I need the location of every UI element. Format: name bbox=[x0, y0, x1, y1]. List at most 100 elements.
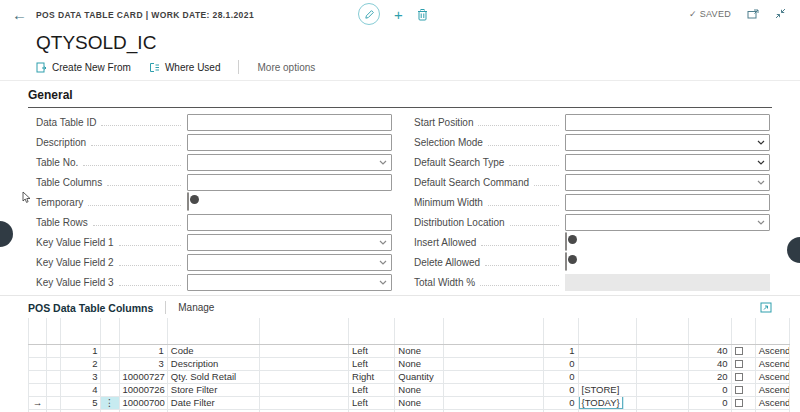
chevron-down-icon[interactable] bbox=[757, 160, 765, 165]
cell-column-no[interactable]: 5 bbox=[61, 396, 101, 409]
cell-def-col[interactable] bbox=[731, 370, 755, 383]
cell-std-formatting-text[interactable] bbox=[443, 383, 544, 396]
cell-fixed-filter[interactable]: [STORE] bbox=[578, 383, 636, 396]
cell-formatting[interactable]: None bbox=[395, 357, 443, 370]
grid-header-formatting[interactable] bbox=[395, 318, 443, 344]
cell-def-col[interactable] bbox=[731, 396, 755, 409]
drag-handle-icon[interactable]: ⋮ bbox=[101, 396, 119, 409]
general-section-heading[interactable]: General bbox=[28, 88, 772, 108]
cell-field-name[interactable]: Store Filter bbox=[167, 383, 260, 396]
chevron-down-icon[interactable] bbox=[379, 160, 387, 165]
cell-formatting[interactable]: None bbox=[395, 344, 443, 357]
grid-header-field-name[interactable] bbox=[167, 318, 260, 344]
input-minimum-width[interactable] bbox=[565, 194, 770, 211]
row-indicator-cell[interactable] bbox=[47, 370, 61, 383]
cell-table-filter[interactable] bbox=[636, 357, 688, 370]
chevron-down-icon[interactable] bbox=[757, 140, 765, 145]
row-indicator-cell[interactable] bbox=[47, 344, 61, 357]
grid-header-std-formatting-text[interactable] bbox=[443, 318, 544, 344]
cell-field-name[interactable]: Qty. Sold Retail bbox=[167, 370, 260, 383]
drag-handle-cell[interactable] bbox=[101, 370, 119, 383]
cell-field-no[interactable]: 1 bbox=[119, 344, 167, 357]
cell-field-no[interactable]: 10000727 bbox=[119, 370, 167, 383]
cell-std-formatting-text[interactable] bbox=[443, 396, 544, 409]
cell-field-name[interactable]: Date Filter bbox=[167, 396, 260, 409]
grid-header-fixed-filter[interactable] bbox=[578, 318, 636, 344]
cell-preferred-width[interactable]: 40 bbox=[689, 344, 731, 357]
columns-part-title[interactable]: POS Data Table Columns bbox=[28, 302, 153, 314]
input-start-position[interactable] bbox=[565, 114, 770, 131]
cell-column-no[interactable]: 4 bbox=[61, 383, 101, 396]
default-column-checkbox[interactable] bbox=[735, 373, 743, 381]
toggle-temporary[interactable] bbox=[187, 192, 189, 211]
cell-default-order[interactable]: Ascend bbox=[755, 357, 789, 370]
default-column-checkbox[interactable] bbox=[735, 360, 743, 368]
row-indicator-cell[interactable] bbox=[47, 396, 61, 409]
delete-trash-button[interactable] bbox=[417, 8, 428, 21]
cell-preferred-width[interactable]: 40 bbox=[689, 357, 731, 370]
row-marker[interactable] bbox=[29, 344, 47, 357]
input-table-no[interactable] bbox=[187, 154, 392, 171]
cell-preferred-width[interactable]: 0 bbox=[689, 383, 731, 396]
cell-formatting[interactable]: None bbox=[395, 396, 443, 409]
cell-caption-alignment[interactable]: Left bbox=[349, 396, 395, 409]
back-arrow-icon[interactable]: ← bbox=[12, 6, 27, 23]
cell-table-filter[interactable] bbox=[636, 370, 688, 383]
cell-column-caption[interactable] bbox=[260, 370, 349, 383]
grid-header-table-filter[interactable] bbox=[636, 318, 688, 344]
cell-column-caption[interactable] bbox=[260, 383, 349, 396]
chevron-down-icon[interactable] bbox=[757, 180, 765, 185]
cell-column-caption[interactable] bbox=[260, 396, 349, 409]
cell-column-no[interactable]: 3 bbox=[61, 370, 101, 383]
input-table-rows[interactable] bbox=[187, 214, 392, 231]
grid-header-preferred-width[interactable] bbox=[689, 318, 731, 344]
focused-cell-editor[interactable]: {TODAY} bbox=[579, 396, 623, 409]
grid-header-caption-alignment[interactable] bbox=[349, 318, 395, 344]
cell-std-formatting-text[interactable] bbox=[443, 357, 544, 370]
cell-default-order[interactable]: Ascend bbox=[755, 344, 789, 357]
cell-def-col[interactable] bbox=[731, 383, 755, 396]
cell-column-no[interactable]: 2 bbox=[61, 357, 101, 370]
grid-header-def-col[interactable] bbox=[731, 318, 755, 344]
input-default-search-command[interactable] bbox=[565, 174, 770, 191]
cell-field-name[interactable]: Code bbox=[167, 344, 260, 357]
row-indicator-cell[interactable] bbox=[47, 357, 61, 370]
chevron-down-icon[interactable] bbox=[379, 280, 387, 285]
grid-header-key-no[interactable] bbox=[544, 318, 578, 344]
grid-header-field-no[interactable] bbox=[119, 318, 167, 344]
cell-field-name[interactable]: Description bbox=[167, 357, 260, 370]
input-key-value-field-3[interactable] bbox=[187, 274, 392, 291]
cell-table-filter[interactable] bbox=[636, 383, 688, 396]
manage-menu-button[interactable]: Manage bbox=[178, 302, 214, 313]
grid-header-column-no[interactable] bbox=[61, 318, 101, 344]
input-distribution-location[interactable] bbox=[565, 214, 770, 231]
where-used-button[interactable]: Where Used bbox=[149, 62, 221, 73]
cell-key-no[interactable]: 0 bbox=[544, 370, 578, 383]
cell-key-no[interactable]: 0 bbox=[544, 357, 578, 370]
cell-field-no[interactable]: 10000726 bbox=[119, 383, 167, 396]
input-selection-mode[interactable] bbox=[565, 134, 770, 151]
input-key-value-field-1[interactable] bbox=[187, 234, 392, 251]
cell-caption-alignment[interactable]: Left bbox=[349, 383, 395, 396]
chevron-down-icon[interactable] bbox=[757, 220, 765, 225]
cell-fixed-filter[interactable] bbox=[578, 357, 636, 370]
chevron-down-icon[interactable] bbox=[379, 260, 387, 265]
input-data-table-id[interactable] bbox=[187, 114, 392, 131]
cell-caption-alignment[interactable]: Left bbox=[349, 344, 395, 357]
cell-formatting[interactable]: None bbox=[395, 383, 443, 396]
cell-key-no[interactable]: 0 bbox=[544, 396, 578, 409]
default-column-checkbox[interactable] bbox=[735, 347, 743, 355]
cell-default-order[interactable]: Ascend bbox=[755, 383, 789, 396]
drag-handle-cell[interactable] bbox=[101, 357, 119, 370]
edit-pencil-button[interactable] bbox=[358, 3, 380, 25]
cell-fixed-filter[interactable]: {TODAY} bbox=[578, 396, 636, 409]
grid-row[interactable]: 310000727Qty. Sold RetailRightQuantity02… bbox=[29, 370, 790, 383]
default-column-checkbox[interactable] bbox=[735, 399, 743, 407]
row-marker[interactable] bbox=[29, 383, 47, 396]
cell-preferred-width[interactable]: 0 bbox=[689, 396, 731, 409]
cell-caption-alignment[interactable]: Right bbox=[349, 370, 395, 383]
cell-key-no[interactable]: 1 bbox=[544, 344, 578, 357]
cell-key-no[interactable]: 0 bbox=[544, 383, 578, 396]
input-description[interactable] bbox=[187, 134, 392, 151]
default-column-checkbox[interactable] bbox=[735, 386, 743, 394]
